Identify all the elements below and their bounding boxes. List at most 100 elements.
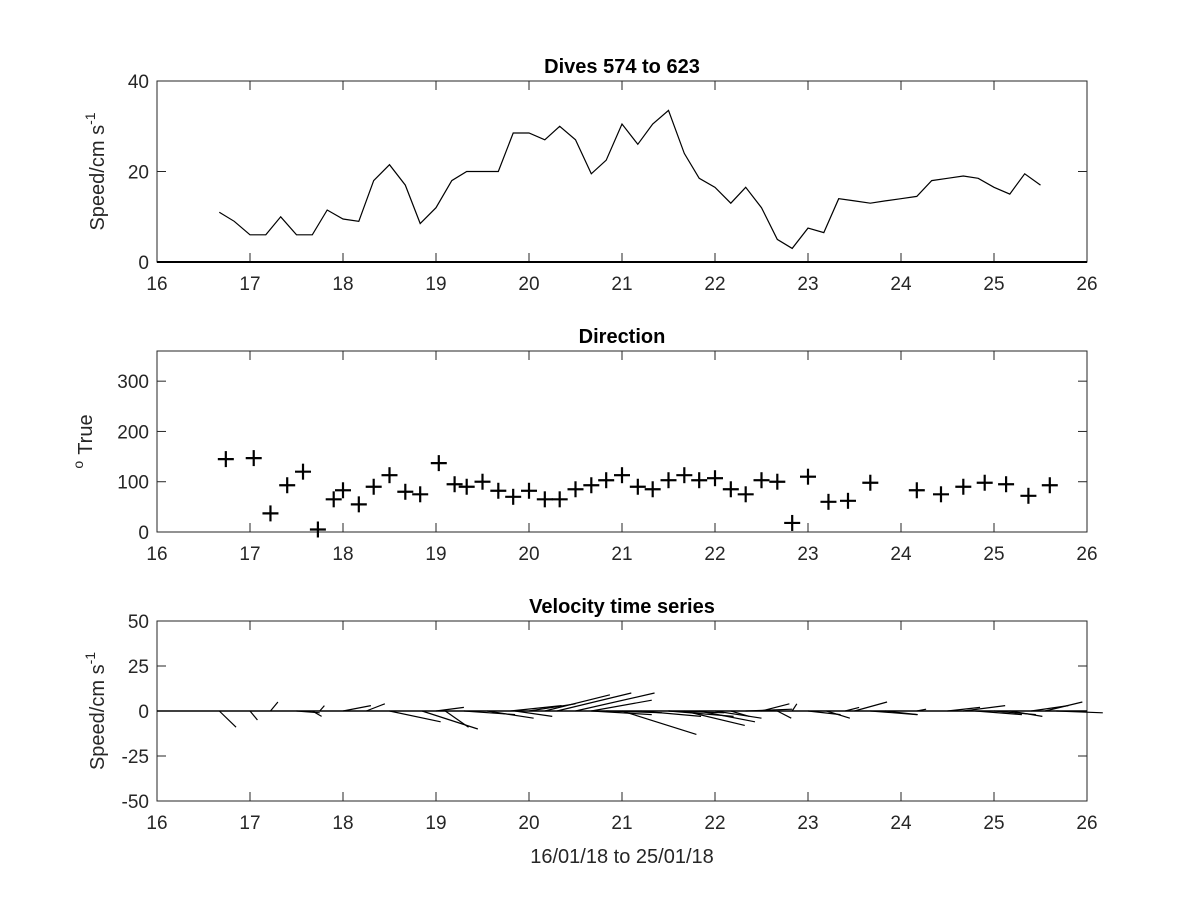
- x-tick-label: 24: [890, 544, 912, 565]
- direction-point: [753, 472, 770, 489]
- y-tick-label: 0: [138, 253, 149, 274]
- velocity-stick: [730, 710, 750, 717]
- velocity-stick: [854, 701, 888, 712]
- direction-point: [908, 482, 925, 499]
- y-tick-label: 0: [138, 523, 149, 544]
- direction-point: [446, 476, 463, 493]
- velocity-stick: [668, 710, 725, 714]
- speed-series-line: [218, 109, 1041, 250]
- direction-point: [839, 492, 856, 509]
- velocity-stick: [777, 710, 792, 719]
- velocity-stick: [963, 705, 1006, 712]
- velocity-stick: [435, 706, 464, 712]
- velocity-stick: [1009, 710, 1043, 717]
- y-tick-label: -50: [122, 792, 149, 813]
- direction-point: [430, 455, 447, 472]
- x-tick-label: 16: [146, 274, 167, 295]
- x-tick-label: 22: [704, 544, 725, 565]
- direction-point: [365, 478, 382, 495]
- velocity-stick: [1056, 710, 1103, 714]
- velocity-stick: [761, 703, 790, 712]
- direction-point: [691, 472, 708, 489]
- y-axis-label-text: True: [75, 414, 97, 454]
- direction-point: [350, 496, 367, 513]
- direction-point: [309, 521, 326, 538]
- direction-point: [784, 514, 801, 531]
- x-tick-label: 18: [332, 274, 353, 295]
- direction-point: [707, 470, 723, 487]
- x-tick-label: 16: [146, 544, 167, 565]
- velocity-stick: [640, 710, 702, 717]
- x-tick-label: 25: [983, 274, 1004, 295]
- y-tick-label: 40: [128, 72, 149, 93]
- velocity-stick: [421, 710, 479, 730]
- velocity-stick: [366, 703, 386, 712]
- velocity-stick: [621, 710, 697, 735]
- direction-point: [676, 467, 693, 484]
- velocity-stick: [556, 692, 632, 712]
- velocity-stick: [389, 710, 441, 723]
- direction-point: [412, 486, 429, 503]
- direction-point: [551, 491, 568, 508]
- x-tick-label: 18: [332, 544, 353, 565]
- direction-point: [474, 473, 491, 490]
- chart-panel-3: 16 17 18 19 20 21 22 23 24 25 26 -50 -25 0 25 50 Velocit…: [82, 596, 1103, 868]
- y-axis-label: Speed/cm s-1: [82, 112, 109, 230]
- direction-point: [325, 491, 342, 508]
- direction-point: [1020, 487, 1037, 504]
- direction-point: [295, 463, 312, 480]
- direction-point: [536, 491, 553, 508]
- direction-point: [490, 482, 507, 499]
- velocity-stick: [342, 705, 372, 712]
- direction-point: [279, 477, 296, 494]
- direction-point: [976, 474, 993, 491]
- y-tick-label: 300: [117, 372, 149, 393]
- direction-point: [1041, 477, 1058, 494]
- velocity-stick: [791, 703, 798, 712]
- velocity-stick: [591, 699, 652, 712]
- y-axis-label-prefix: o: [70, 461, 86, 469]
- x-axis-label: 16/01/18 to 25/01/18: [530, 846, 714, 868]
- direction-point: [614, 467, 630, 484]
- velocity-stick: [312, 710, 322, 717]
- direction-point: [335, 482, 351, 499]
- y-axis-label: o True: [70, 414, 97, 468]
- velocity-stick: [714, 710, 762, 719]
- velocity-stick: [444, 710, 469, 728]
- chart-title: Dives 574 to 623: [544, 56, 700, 78]
- x-tick-label: 19: [425, 813, 446, 834]
- velocity-stick: [885, 710, 918, 716]
- velocity-stick: [745, 708, 793, 712]
- direction-point: [955, 478, 972, 495]
- y-tick-label: 100: [117, 473, 149, 494]
- x-tick-label: 23: [797, 813, 818, 834]
- direction-point: [217, 451, 234, 468]
- y-tick-label: 25: [128, 657, 149, 678]
- direction-point: [737, 486, 754, 503]
- direction-point: [598, 472, 615, 489]
- direction-point: [800, 468, 816, 485]
- x-tick-label: 17: [239, 274, 260, 295]
- x-tick-label: 26: [1076, 813, 1097, 834]
- x-tick-label: 20: [518, 544, 539, 565]
- direction-point: [862, 474, 879, 491]
- velocity-stick: [975, 710, 1022, 716]
- direction-point: [583, 477, 600, 494]
- y-tick-label: -25: [122, 747, 149, 768]
- velocity-stick: [218, 710, 237, 728]
- y-axis-label-superscript: -1: [82, 112, 98, 125]
- direction-point: [458, 478, 475, 495]
- plot-frame: [156, 350, 1088, 533]
- y-tick-label: 200: [117, 422, 149, 443]
- x-tick-label: 23: [797, 274, 818, 295]
- x-tick-label: 25: [983, 544, 1004, 565]
- x-tick-label: 17: [239, 813, 260, 834]
- velocity-stick: [947, 706, 981, 712]
- velocity-stick: [699, 710, 756, 723]
- x-tick-label: 17: [239, 544, 260, 565]
- plot-frame: [156, 80, 1088, 263]
- velocity-stick: [249, 710, 258, 721]
- velocity-stick: [514, 710, 553, 717]
- velocity-stick: [916, 708, 927, 712]
